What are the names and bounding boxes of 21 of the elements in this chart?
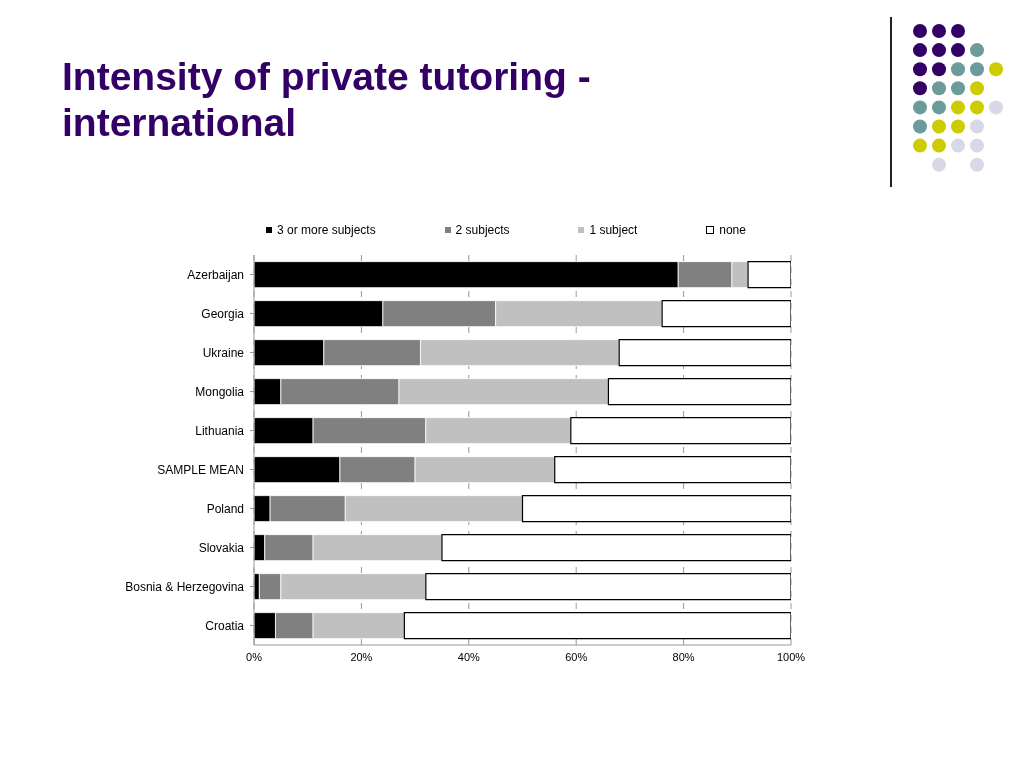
y-tick-label: Poland [206,501,244,516]
y-tick-label: SAMPLE MEAN [157,462,244,477]
x-tick-label: 60% [565,650,588,663]
chart-title: Intensity of private tutoring - international [62,54,592,146]
legend-label: 3 or more subjects [276,223,376,237]
y-tick-label: Georgia [201,306,245,321]
legend-label: none [718,223,746,237]
y-tick-label: Ukraine [202,345,245,360]
y-tick-label: Lithuania [195,423,245,438]
y-tick-label: Croatia [205,618,245,633]
x-tick-label: 20% [350,650,373,663]
legend-label: 2 subjects [454,223,510,237]
y-tick-label: Slovakia [198,540,245,555]
y-tick-label: Mongolia [195,384,245,399]
y-tick-label: Bosnia & Herzegovina [125,579,245,594]
x-tick-label: 80% [672,650,695,663]
x-tick-label: 0% [246,650,263,663]
legend-label: 1 subject [588,223,638,237]
y-tick-label: Azerbaijan [187,267,244,282]
x-tick-label: 40% [457,650,481,663]
x-tick-label: 100% [776,650,806,663]
